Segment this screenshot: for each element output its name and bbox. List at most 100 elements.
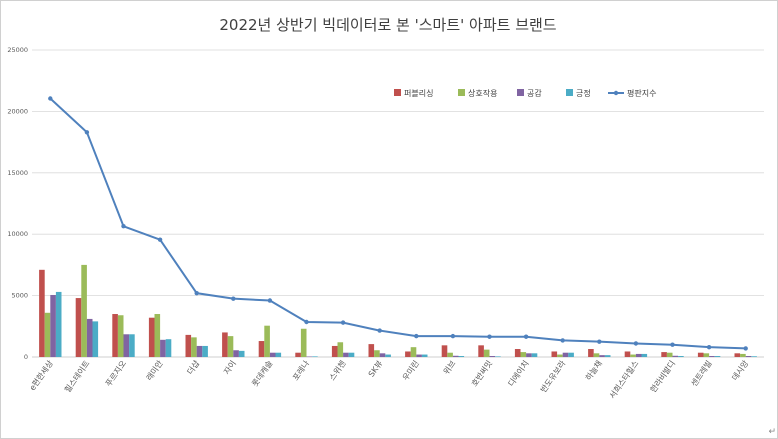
line-point	[523, 334, 529, 339]
bar-공감	[50, 294, 56, 357]
bar-상호작용	[374, 350, 380, 357]
x-tick-label: e편한세상	[27, 358, 55, 392]
bar-퍼블리싱	[368, 344, 375, 357]
bar-상호작용	[630, 354, 636, 357]
bar-공감	[599, 355, 605, 357]
legend-swatch	[394, 89, 401, 96]
bar-공감	[343, 352, 349, 357]
chart-title: 2022년 상반기 빅데이터로 본 '스마트' 아파트 브랜드	[219, 16, 557, 34]
line-point	[377, 328, 382, 333]
bar-상호작용	[154, 314, 161, 357]
bar-퍼블리싱	[295, 352, 301, 357]
bar-상호작용	[300, 328, 307, 357]
bar-공감	[672, 355, 679, 357]
x-tick-label: 하늘채	[583, 358, 604, 382]
y-tick-label: 25000	[7, 46, 28, 54]
bar-공감	[635, 353, 642, 357]
bar-공감	[489, 356, 496, 357]
bar-상호작용	[666, 352, 673, 357]
bar-상호작용	[264, 325, 270, 357]
x-tick-label: 반도유보라	[539, 358, 568, 394]
bar-퍼블리싱	[624, 351, 631, 357]
line-point	[597, 339, 602, 344]
line-point	[670, 342, 675, 347]
line-point	[487, 334, 492, 339]
bar-공감	[86, 318, 93, 357]
bar-공감	[526, 353, 532, 357]
bar-상호작용	[703, 353, 710, 357]
bar-긍정	[55, 291, 62, 357]
bar-긍정	[751, 356, 757, 357]
x-tick-label: 한라비발디	[648, 358, 677, 394]
bar-공감	[269, 352, 276, 357]
legend-swatch	[566, 89, 573, 96]
bar-상호작용	[410, 347, 417, 357]
x-tick-label: 롯데캐슬	[249, 358, 274, 388]
bar-공감	[160, 339, 166, 357]
line-point	[560, 338, 565, 343]
line-point	[414, 333, 419, 339]
bar-공감	[562, 352, 569, 357]
line-point	[267, 298, 273, 303]
bar-긍정	[641, 353, 648, 357]
bar-퍼블리싱	[331, 345, 338, 357]
bar-퍼블리싱	[514, 349, 521, 357]
x-tick-label: 포레나	[291, 358, 311, 382]
line-point	[304, 319, 309, 325]
line-point	[231, 296, 236, 301]
bar-퍼블리싱	[478, 345, 484, 357]
y-tick-label: 20000	[7, 107, 28, 115]
x-tick-label: 래미안	[144, 358, 165, 382]
bar-상호작용	[740, 353, 746, 357]
x-tick-label: 푸르지오	[104, 359, 128, 388]
bar-퍼블리싱	[661, 352, 667, 357]
bar-퍼블리싱	[222, 332, 228, 357]
x-tick-label: 서희스타힐스	[607, 358, 641, 400]
x-tick-label: 호반써밋	[469, 358, 494, 388]
legend-label: 공감	[527, 88, 542, 98]
bar-퍼블리싱	[734, 353, 741, 357]
bar-공감	[196, 345, 203, 357]
bar-상호작용	[191, 337, 197, 357]
corner-mark: ↵	[768, 427, 776, 437]
bar-긍정	[714, 356, 721, 357]
bar-긍정	[238, 350, 245, 357]
bar-퍼블리싱	[39, 269, 45, 357]
bar-상호작용	[227, 336, 234, 357]
bar-긍정	[312, 356, 318, 357]
bar-공감	[379, 353, 386, 357]
x-tick-label: SK뷰	[367, 359, 385, 379]
bar-긍정	[604, 355, 611, 357]
bar-퍼블리싱	[405, 351, 411, 357]
legend-label: 긍정	[576, 88, 591, 98]
x-tick-label: 자이	[221, 358, 238, 376]
x-tick-label: 힐스테이트	[62, 358, 91, 394]
bar-공감	[709, 356, 715, 357]
bar-공감	[233, 350, 239, 357]
x-tick-label: 스위첸	[327, 358, 348, 382]
y-tick-label: 0	[24, 353, 28, 361]
bar-퍼블리싱	[112, 314, 118, 357]
bar-상호작용	[593, 353, 600, 357]
line-point	[48, 96, 53, 101]
x-tick-label: 데시앙	[729, 358, 750, 382]
bar-공감	[452, 355, 459, 357]
bar-긍정	[568, 352, 574, 357]
bar-긍정	[385, 354, 391, 357]
line-point	[633, 341, 639, 346]
bar-공감	[416, 354, 422, 357]
x-tick-label: 더샵	[185, 358, 202, 376]
x-tick-label: 위브	[442, 359, 458, 376]
bar-긍정	[92, 321, 99, 357]
bar-긍정	[421, 354, 428, 357]
bar-긍정	[678, 356, 684, 357]
legend-swatch	[458, 89, 465, 96]
bar-퍼블리싱	[258, 341, 265, 357]
line-point	[340, 320, 346, 325]
x-tick-label: 디에이치	[506, 358, 531, 388]
bar-퍼블리싱	[75, 298, 82, 357]
series-line-평판지수	[49, 97, 746, 350]
bar-퍼블리싱	[148, 317, 155, 357]
line-point	[194, 290, 199, 296]
